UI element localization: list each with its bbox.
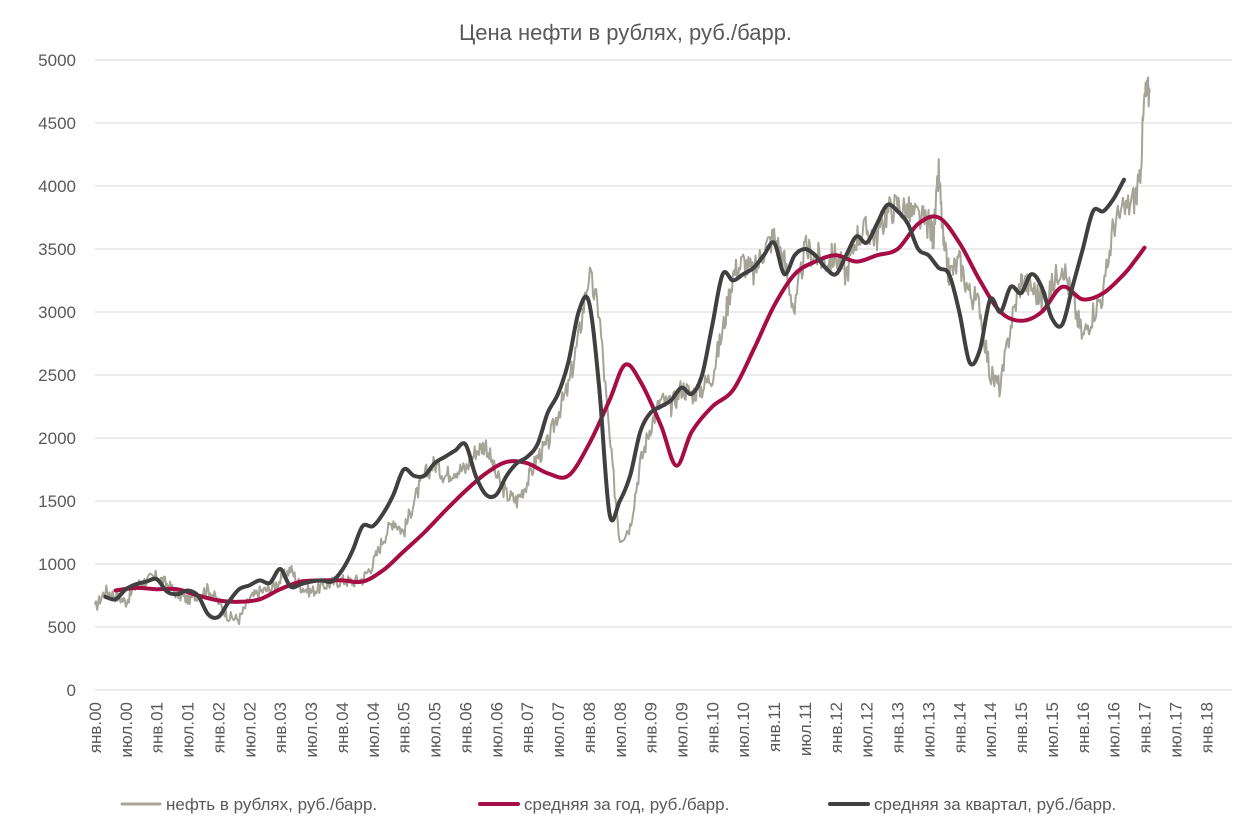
y-tick-label: 2000: [38, 429, 76, 448]
x-tick-label: янв.14: [950, 702, 969, 753]
x-tick-label: янв.07: [518, 702, 537, 753]
y-tick-label: 5000: [38, 51, 76, 70]
x-tick-label: июл.14: [981, 702, 1000, 757]
x-tick-label: янв.18: [1197, 702, 1216, 753]
x-tick-label: янв.08: [580, 702, 599, 753]
x-tick-label: июл.05: [426, 702, 445, 757]
x-tick-label: янв.01: [148, 702, 167, 753]
x-tick-label: янв.15: [1012, 702, 1031, 753]
y-tick-label: 0: [67, 681, 76, 700]
x-tick-label: янв.05: [395, 702, 414, 753]
series-line-quarterly-average: [103, 177, 1126, 620]
series-line-yearly-average: [113, 214, 1147, 604]
legend-label: средняя за год, руб./барр.: [524, 795, 729, 814]
x-tick-label: янв.17: [1136, 702, 1155, 753]
y-tick-label: 3000: [38, 303, 76, 322]
x-tick-label: июл.01: [179, 702, 198, 757]
x-tick-label: июл.04: [364, 702, 383, 757]
y-tick-label: 4500: [38, 114, 76, 133]
x-tick-label: июл.09: [673, 702, 692, 757]
x-tick-label: янв.02: [209, 702, 228, 753]
series-line-oil-price: [94, 76, 1151, 626]
x-tick-label: янв.03: [271, 702, 290, 753]
y-tick-label: 3500: [38, 240, 76, 259]
x-tick-label: янв.06: [456, 702, 475, 753]
x-tick-label: янв.00: [86, 702, 105, 753]
y-tick-label: 2500: [38, 366, 76, 385]
x-tick-label: июл.03: [302, 702, 321, 757]
chart-title: Цена нефти в рублях, руб./барр.: [458, 20, 793, 45]
y-tick-label: 1000: [38, 555, 76, 574]
x-tick-label: янв.13: [889, 702, 908, 753]
x-tick-label: июл.17: [1166, 702, 1185, 757]
x-tick-label: июл.12: [858, 702, 877, 757]
x-tick-label: янв.04: [333, 702, 352, 753]
x-tick-label: июл.16: [1105, 702, 1124, 757]
x-tick-label: июл.00: [117, 702, 136, 757]
legend-label: нефть в рублях, руб./барр.: [166, 795, 377, 814]
y-tick-label: 1500: [38, 492, 76, 511]
y-tick-label: 4000: [38, 177, 76, 196]
x-tick-label: июл.10: [734, 702, 753, 757]
x-tick-label: июл.11: [796, 702, 815, 756]
x-tick-label: июл.13: [919, 702, 938, 757]
x-tick-label: июл.08: [611, 702, 630, 757]
x-tick-label: июл.06: [487, 702, 506, 757]
x-tick-label: янв.12: [827, 702, 846, 753]
x-tick-label: июл.07: [549, 702, 568, 757]
x-tick-label: янв.16: [1074, 702, 1093, 753]
x-tick-label: янв.09: [642, 702, 661, 753]
legend-label: средняя за квартал, руб./барр.: [874, 795, 1116, 814]
x-tick-label: янв.10: [703, 702, 722, 753]
x-tick-label: июл.15: [1043, 702, 1062, 757]
y-tick-label: 500: [48, 618, 76, 637]
x-tick-label: янв.11: [765, 702, 784, 752]
x-tick-label: июл.02: [240, 702, 259, 757]
